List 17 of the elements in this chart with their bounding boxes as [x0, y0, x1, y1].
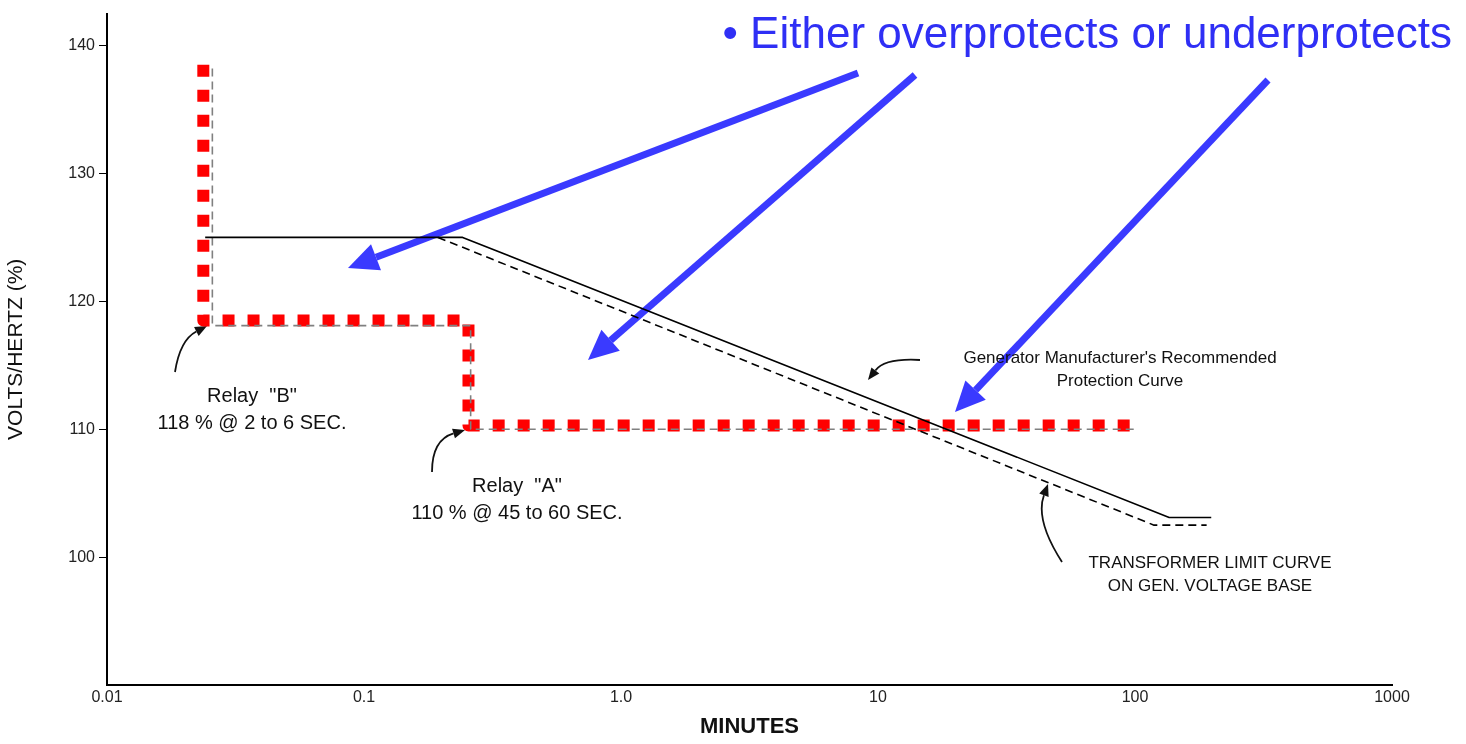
x-tick-label: 0.01	[91, 688, 123, 706]
y-axis-title: VOLTS/HERTZ (%)	[3, 258, 27, 440]
y-tick-label: 130	[68, 163, 96, 181]
annotation: Relay "B" 118 % @ 2 to 6 SEC.	[157, 384, 347, 434]
x-tick-label: 100	[1121, 688, 1149, 706]
annotation: Relay "A" 110 % @ 45 to 60 SEC.	[411, 474, 623, 524]
x-tick-label: 10	[869, 688, 887, 706]
annotation: TRANSFORMER LIMIT CURVE ON GEN. VOLTAGE BASE	[1088, 553, 1332, 596]
x-axis-title: MINUTES	[700, 712, 799, 738]
x-tick-label: 1000	[1374, 688, 1410, 706]
y-tick-label: 110	[69, 419, 96, 437]
y-tick-label: 100	[68, 547, 96, 565]
y-tick-label: 120	[68, 291, 96, 309]
y-tick-label: 140	[68, 35, 96, 53]
x-tick-label: 1.0	[609, 688, 633, 706]
chart-title: • Either overprotects or underprotects	[722, 8, 1452, 58]
x-tick-label: 0.1	[352, 688, 376, 706]
